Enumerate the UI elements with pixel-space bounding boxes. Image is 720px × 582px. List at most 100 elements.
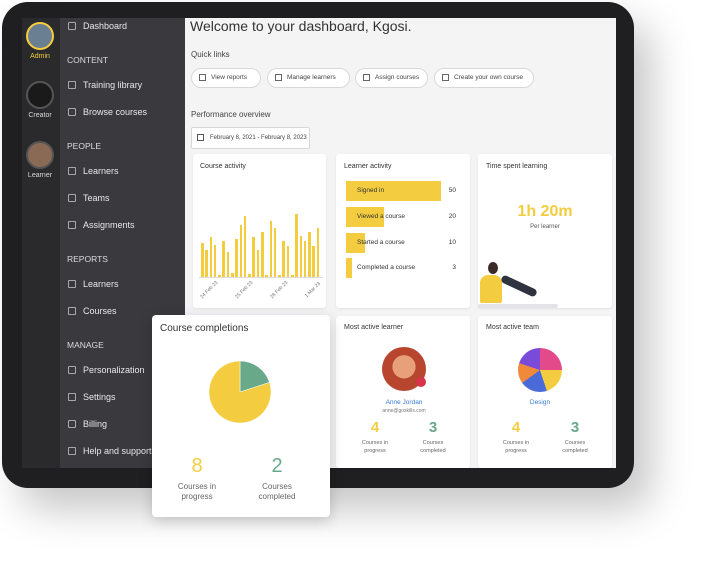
activity-bar bbox=[346, 207, 384, 227]
stat-label: Courses completed bbox=[420, 440, 446, 454]
activity-bar bbox=[273, 228, 277, 277]
menu-section-title: PEOPLE bbox=[67, 141, 102, 151]
activity-value: 50 bbox=[448, 187, 456, 194]
quick-link-button[interactable] bbox=[267, 68, 350, 88]
activity-bar bbox=[248, 274, 251, 277]
menu-item[interactable]: Help and support bbox=[83, 446, 152, 456]
activity-bar bbox=[226, 251, 230, 277]
quick-link-label[interactable]: Create your own course bbox=[454, 74, 524, 81]
quick-link-icon bbox=[199, 74, 206, 81]
role-avatar[interactable] bbox=[26, 81, 54, 109]
card bbox=[336, 154, 470, 308]
activity-bar bbox=[269, 221, 273, 277]
calendar-icon bbox=[197, 134, 204, 141]
activity-value: 3 bbox=[452, 264, 456, 271]
activity-bar bbox=[265, 275, 268, 277]
quick-link-button[interactable] bbox=[191, 68, 261, 88]
menu-item[interactable]: Browse courses bbox=[83, 107, 148, 117]
activity-bar bbox=[295, 214, 298, 277]
activity-bar bbox=[243, 215, 247, 277]
menu-icon bbox=[68, 366, 76, 374]
menu-section-title: REPORTS bbox=[67, 254, 108, 264]
menu-item[interactable]: Settings bbox=[83, 392, 116, 402]
card-title: Most active team bbox=[486, 324, 539, 331]
role-label[interactable]: Learner bbox=[27, 172, 53, 179]
activity-bar bbox=[222, 241, 225, 277]
activity-bar bbox=[231, 273, 234, 277]
card-title: Course activity bbox=[200, 163, 246, 170]
activity-bar bbox=[282, 241, 285, 277]
activity-bar bbox=[256, 250, 260, 277]
activity-bar bbox=[308, 232, 311, 277]
menu-item[interactable]: Learners bbox=[83, 166, 119, 176]
stat-value: 4 bbox=[370, 419, 380, 436]
menu-section-title: MANAGE bbox=[67, 340, 104, 350]
card bbox=[193, 154, 326, 308]
menu-item[interactable]: Training library bbox=[83, 80, 143, 90]
stat-label: Courses completed bbox=[562, 440, 588, 454]
activity-label: Completed a course bbox=[357, 264, 416, 271]
menu-item[interactable]: Courses bbox=[83, 306, 117, 316]
stat-label: Courses in progress bbox=[502, 440, 530, 454]
activity-bar bbox=[346, 181, 441, 201]
card-title: Course completions bbox=[160, 323, 249, 334]
activity-bar bbox=[316, 228, 320, 277]
menu-item[interactable]: Learners bbox=[83, 279, 119, 289]
activity-label: Started a course bbox=[357, 239, 405, 246]
role-avatar[interactable] bbox=[26, 22, 54, 50]
menu-icon bbox=[68, 81, 76, 89]
activity-bar bbox=[201, 242, 204, 277]
stat-value: 2 bbox=[271, 455, 283, 477]
activity-bar bbox=[291, 275, 294, 277]
date-range[interactable]: February 8, 2021 - February 8, 2023 bbox=[210, 135, 307, 141]
team-avatar bbox=[518, 348, 562, 392]
activity-value: 20 bbox=[448, 213, 456, 220]
section-title: Performance overview bbox=[191, 110, 271, 119]
card-title: Most active learner bbox=[344, 324, 404, 331]
axis-line bbox=[199, 277, 323, 278]
role-avatar[interactable] bbox=[26, 141, 54, 169]
stat-label: Courses in progress bbox=[177, 482, 217, 501]
activity-bar bbox=[299, 235, 303, 277]
date-picker[interactable] bbox=[191, 127, 310, 149]
menu-icon bbox=[68, 167, 76, 175]
time-caption: Per learner bbox=[530, 224, 560, 230]
menu-icon bbox=[68, 221, 76, 229]
section-title: Quick links bbox=[191, 50, 230, 59]
quick-link-button[interactable] bbox=[434, 68, 534, 88]
page-title: Welcome to your dashboard, Kgosi. bbox=[190, 18, 412, 34]
menu-item[interactable]: Billing bbox=[83, 419, 108, 429]
time-value: 1h 20m bbox=[517, 203, 573, 220]
quick-link-icon bbox=[363, 74, 370, 81]
activity-bar bbox=[346, 233, 365, 253]
stat-label: Courses in progress bbox=[361, 440, 389, 454]
card bbox=[478, 316, 612, 468]
quick-link-icon bbox=[275, 74, 282, 81]
menu-item[interactable]: Dashboard bbox=[83, 21, 128, 31]
menu-item[interactable]: Assignments bbox=[83, 220, 135, 230]
activity-bar bbox=[205, 250, 208, 277]
activity-bar bbox=[346, 258, 352, 278]
card bbox=[336, 316, 470, 468]
quick-link-label[interactable]: Manage learners bbox=[287, 74, 336, 81]
illustration-floor bbox=[478, 304, 558, 308]
activity-bar bbox=[312, 246, 315, 277]
activity-bar bbox=[286, 246, 290, 277]
menu-icon bbox=[68, 393, 76, 401]
stat-value: 3 bbox=[428, 419, 438, 436]
menu-item[interactable]: Teams bbox=[83, 193, 110, 203]
menu-icon bbox=[68, 280, 76, 288]
role-label[interactable]: Admin bbox=[30, 53, 50, 60]
role-label[interactable]: Creator bbox=[28, 112, 52, 119]
quick-link-button[interactable] bbox=[355, 68, 428, 88]
badge bbox=[416, 377, 426, 387]
stat-label: Courses completed bbox=[258, 482, 296, 501]
activity-bar bbox=[209, 237, 213, 277]
quick-link-label[interactable]: View reports bbox=[211, 74, 248, 81]
quick-link-label[interactable]: Assign courses bbox=[375, 74, 420, 81]
learner-email: anne@goskills.com bbox=[382, 408, 426, 414]
menu-item[interactable]: Personalization bbox=[83, 365, 145, 375]
menu-icon bbox=[68, 22, 76, 30]
activity-bar bbox=[261, 232, 264, 277]
